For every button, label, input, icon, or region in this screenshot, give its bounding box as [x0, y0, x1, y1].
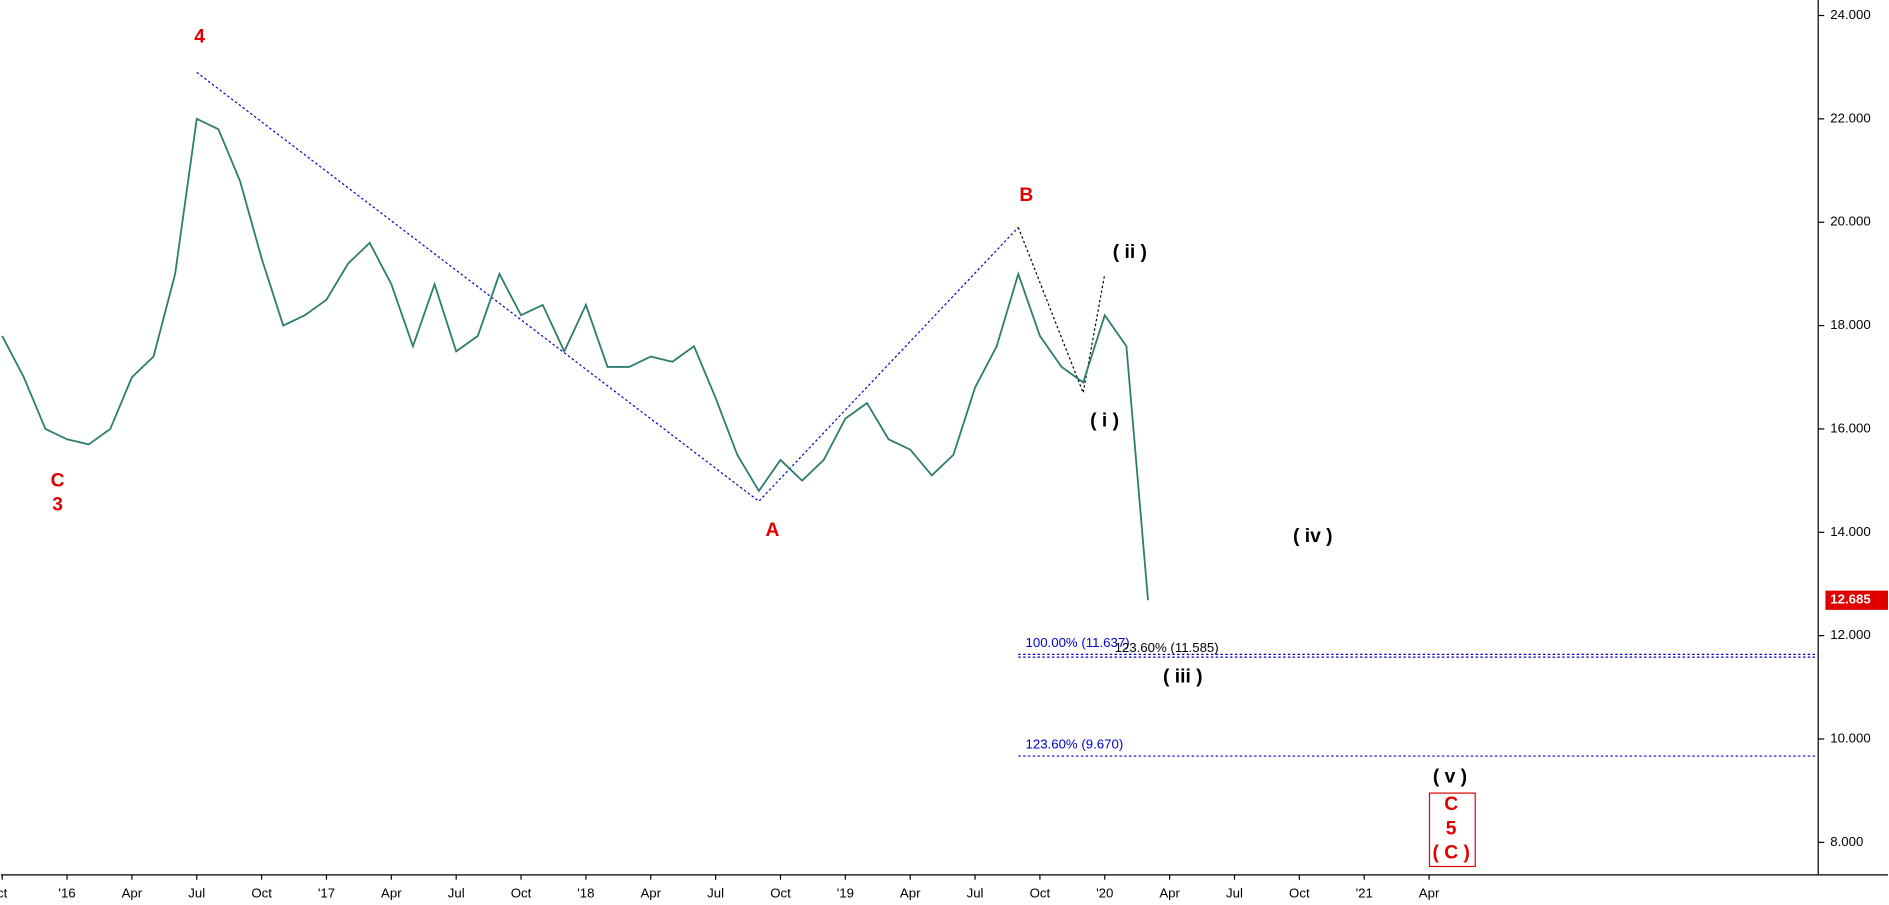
- y-tick-label: 8.000: [1830, 834, 1863, 849]
- wave-label: ( i ): [1090, 410, 1119, 431]
- x-tick-label: Oct: [511, 886, 532, 901]
- x-tick-label: Apr: [900, 886, 921, 901]
- x-tick-label: '17: [318, 886, 335, 901]
- x-tick-label: Jul: [1226, 886, 1243, 901]
- y-tick-label: 10.000: [1830, 730, 1870, 745]
- x-tick-label: '18: [577, 886, 594, 901]
- y-tick-label: 22.000: [1830, 110, 1870, 125]
- x-tick-label: Jul: [448, 886, 465, 901]
- wave-label: C: [1444, 794, 1458, 815]
- y-tick-label: 14.000: [1830, 524, 1870, 539]
- y-tick-label: 24.000: [1830, 7, 1870, 22]
- x-tick-label: Oct: [251, 886, 272, 901]
- wave-label: ( ii ): [1113, 242, 1147, 263]
- x-tick-label: Jul: [188, 886, 205, 901]
- fib-label: 100.00% (11.637): [1026, 635, 1130, 650]
- x-tick-label: '19: [837, 886, 854, 901]
- wave-label: A: [765, 520, 779, 541]
- x-tick-label: Apr: [381, 886, 402, 901]
- wave-label: C: [51, 470, 65, 491]
- y-tick-label: 12.000: [1830, 627, 1870, 642]
- wave-label: ( iii ): [1163, 667, 1203, 688]
- wave-label: 5: [1446, 818, 1457, 839]
- wave-label: 4: [194, 26, 205, 47]
- price-line: [1, 117, 1149, 601]
- x-tick-label: ct: [0, 886, 8, 901]
- last-price-label: 12.685: [1830, 592, 1870, 607]
- wave-label: 3: [52, 495, 63, 516]
- y-tick-label: 18.000: [1830, 317, 1870, 332]
- y-tick-label: 16.000: [1830, 420, 1870, 435]
- wave-label: B: [1019, 185, 1033, 206]
- x-tick-label: '21: [1356, 886, 1373, 901]
- x-tick-label: Oct: [1289, 886, 1310, 901]
- wave-label: ( v ): [1433, 767, 1467, 788]
- last-price-box: [1825, 590, 1889, 610]
- x-tick-label: Apr: [1159, 886, 1180, 901]
- trend-line: [196, 71, 1019, 503]
- wave-box: [1428, 792, 1476, 868]
- x-tick-label: Jul: [707, 886, 724, 901]
- trend-line: [1017, 227, 1106, 395]
- fib-label: 123.60% (9.670): [1026, 737, 1124, 752]
- x-tick-label: Oct: [1030, 886, 1051, 901]
- y-tick-label: 20.000: [1830, 214, 1870, 229]
- wave-label: ( C ): [1432, 842, 1469, 863]
- x-tick-label: Apr: [1419, 886, 1440, 901]
- x-tick-label: Oct: [770, 886, 791, 901]
- x-tick-label: '20: [1096, 886, 1113, 901]
- x-tick-label: Jul: [967, 886, 984, 901]
- x-tick-label: '16: [58, 886, 75, 901]
- x-tick-label: Apr: [122, 886, 143, 901]
- wave-label: ( iv ): [1293, 526, 1333, 547]
- fib-label: 123.60% (11.585): [1115, 640, 1219, 655]
- x-tick-label: Apr: [640, 886, 661, 901]
